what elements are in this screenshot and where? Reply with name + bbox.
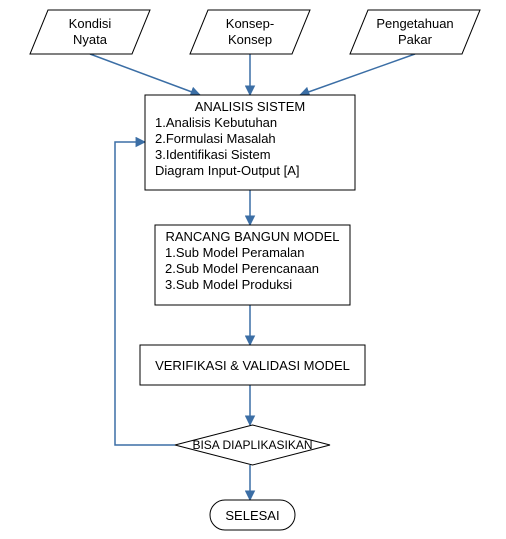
node-input1: KondisiNyata — [30, 10, 150, 54]
node-selesai: SELESAI — [210, 500, 295, 530]
svg-text:1.Sub Model Peramalan: 1.Sub Model Peramalan — [165, 245, 304, 260]
node-analisis: ANALISIS SISTEM1.Analisis Kebutuhan2.For… — [145, 95, 355, 190]
svg-text:Konsep: Konsep — [228, 32, 272, 47]
svg-text:SELESAI: SELESAI — [225, 508, 279, 523]
svg-text:3.Identifikasi Sistem: 3.Identifikasi Sistem — [155, 147, 271, 162]
node-verifikasi: VERIFIKASI & VALIDASI MODEL — [140, 345, 365, 385]
svg-text:BISA DIAPLIKASIKAN: BISA DIAPLIKASIKAN — [192, 438, 312, 452]
svg-text:2.Sub Model Perencanaan: 2.Sub Model Perencanaan — [165, 261, 319, 276]
svg-text:3.Sub Model Produksi: 3.Sub Model Produksi — [165, 277, 292, 292]
svg-text:Konsep-: Konsep- — [226, 16, 274, 31]
svg-text:VERIFIKASI & VALIDASI MODEL: VERIFIKASI & VALIDASI MODEL — [155, 358, 350, 373]
node-input2: Konsep-Konsep — [190, 10, 310, 54]
svg-text:2.Formulasi Masalah: 2.Formulasi Masalah — [155, 131, 276, 146]
svg-text:Diagram Input-Output [A]: Diagram Input-Output [A] — [155, 163, 300, 178]
svg-text:RANCANG BANGUN MODEL: RANCANG BANGUN MODEL — [165, 229, 339, 244]
svg-text:Kondisi: Kondisi — [69, 16, 112, 31]
svg-text:Nyata: Nyata — [73, 32, 108, 47]
svg-text:Pakar: Pakar — [398, 32, 433, 47]
svg-text:ANALISIS SISTEM: ANALISIS SISTEM — [195, 99, 306, 114]
node-decision: BISA DIAPLIKASIKAN — [175, 425, 330, 465]
svg-text:Pengetahuan: Pengetahuan — [376, 16, 453, 31]
node-rancang: RANCANG BANGUN MODEL1.Sub Model Peramala… — [155, 225, 350, 305]
node-input3: PengetahuanPakar — [350, 10, 480, 54]
svg-text:1.Analisis Kebutuhan: 1.Analisis Kebutuhan — [155, 115, 277, 130]
